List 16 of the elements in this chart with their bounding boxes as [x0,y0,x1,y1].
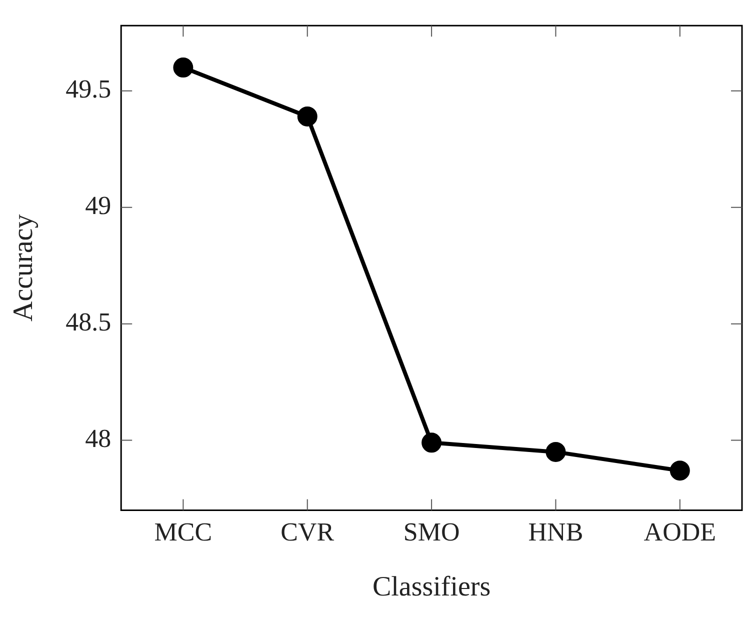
x-tick-label: MCC [154,518,212,547]
x-tick-label: CVR [280,518,335,547]
point [670,460,690,481]
y-tick-label: 48.5 [66,308,112,337]
point [297,106,318,126]
x-axis-title: Classifiers [372,572,491,603]
y-tick-label: 49.5 [66,74,112,104]
y-axis-title: Accuracy [8,214,40,322]
point [546,442,566,462]
x-tick-label: HNB [528,518,584,547]
point [422,432,442,453]
y-tick-label: 48 [85,424,112,454]
point [173,58,194,78]
x-tick-label: AODE [644,518,716,547]
y-tick-label: 49 [85,191,112,220]
x-tick-label: SMO [403,518,460,547]
